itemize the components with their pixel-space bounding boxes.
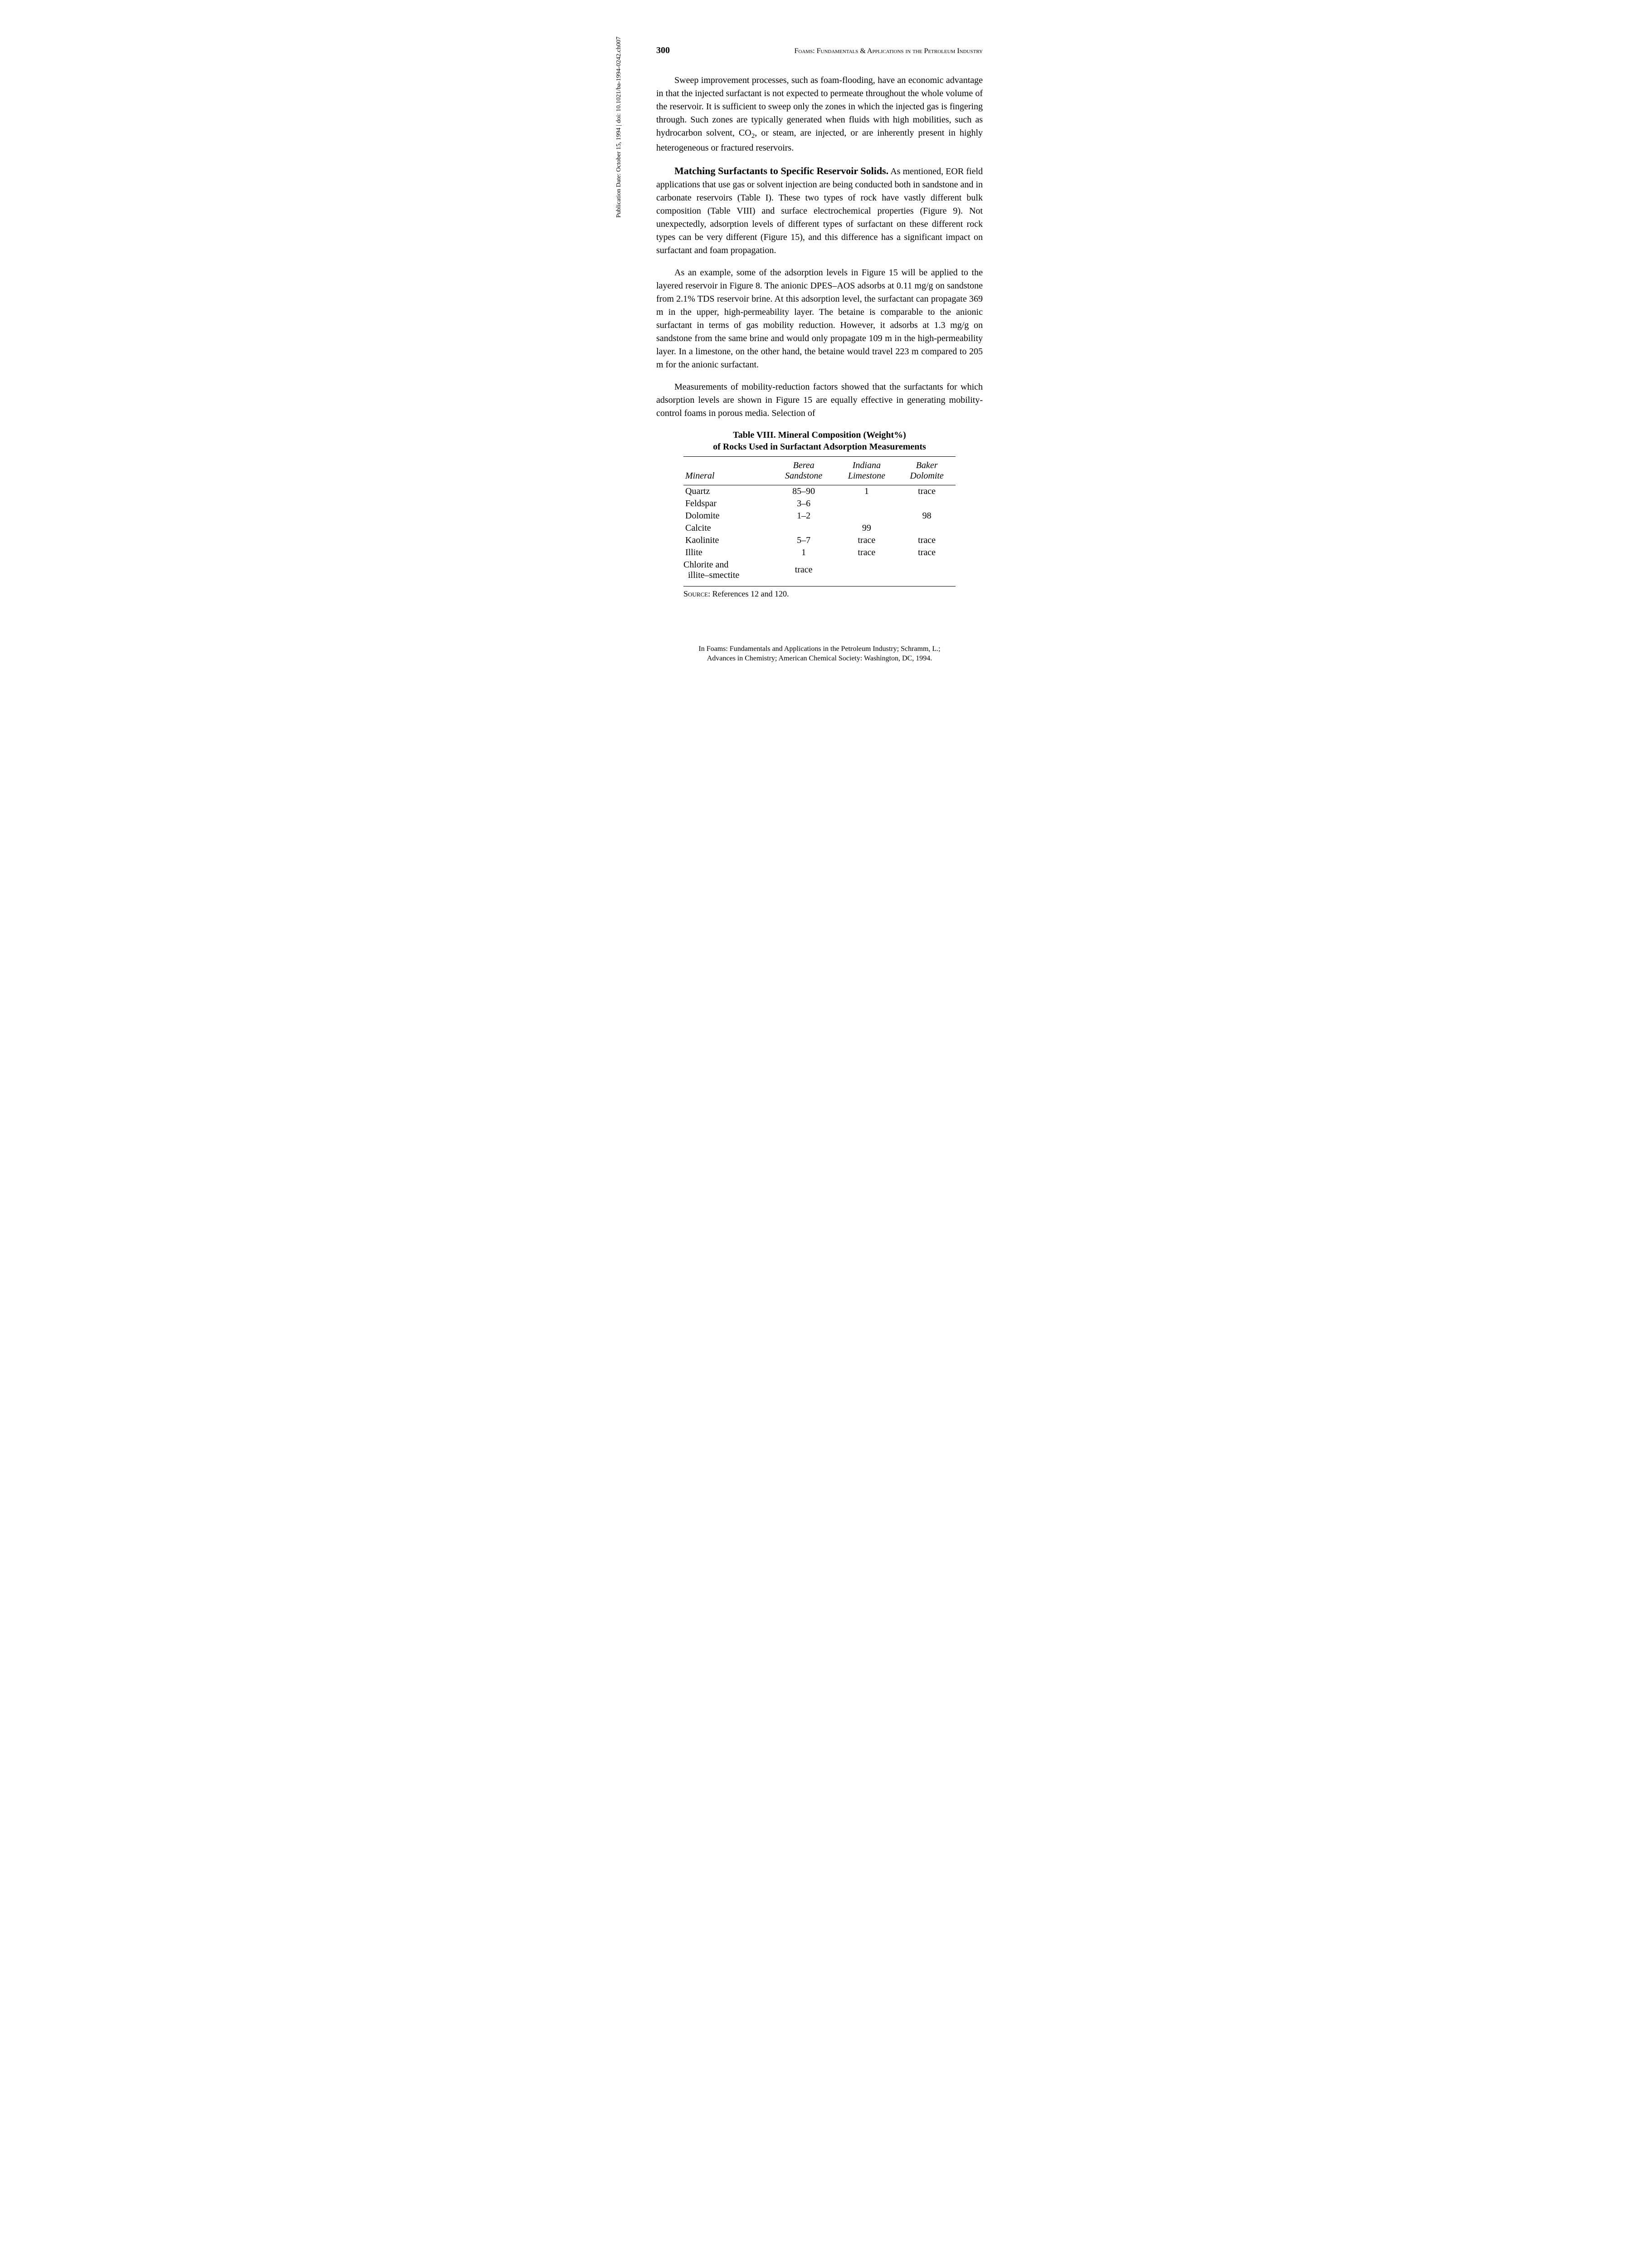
table-source: Source: References 12 and 120.	[683, 589, 956, 599]
table-row: Illite1tracetrace	[683, 547, 956, 559]
paragraph-2-text: As mentioned, EOR field applications tha…	[656, 166, 983, 255]
table-cell: 5–7	[772, 534, 835, 547]
footer-line2: Advances in Chemistry; American Chemical…	[707, 655, 932, 662]
table-cell	[898, 559, 956, 584]
table-cell: 1–2	[772, 510, 835, 522]
col-berea: BereaSandstone	[772, 456, 835, 485]
table-row: Feldspar3–6	[683, 498, 956, 510]
footer-line1: In Foams: Fundamentals and Applications …	[698, 645, 940, 653]
table-cell	[898, 498, 956, 510]
table-caption: Table VIII. Mineral Composition (Weight%…	[656, 429, 983, 453]
table-cell: Feldspar	[683, 498, 772, 510]
table-caption-line1: Table VIII. Mineral Composition (Weight%…	[733, 430, 906, 440]
source-text: References 12 and 120.	[710, 589, 789, 598]
table-row: Calcite 99	[683, 522, 956, 534]
table-cell: 3–6	[772, 498, 835, 510]
paragraph-4: Measurements of mobility-reduction facto…	[656, 381, 983, 420]
table-bottom-rule	[683, 586, 956, 587]
section-heading: Matching Surfactants to Specific Reservo…	[674, 165, 888, 176]
table-cell: trace	[898, 534, 956, 547]
table-cell	[835, 559, 898, 584]
paragraph-1: Sweep improvement processes, such as foa…	[656, 74, 983, 155]
table-row: Chlorite and illite–smectitetrace	[683, 559, 956, 584]
mineral-composition-table: Mineral BereaSandstone IndianaLimestone …	[683, 456, 956, 584]
table-cell	[835, 498, 898, 510]
table-header-row: Mineral BereaSandstone IndianaLimestone …	[683, 456, 956, 485]
page-number: 300	[656, 45, 670, 56]
table-cell: 98	[898, 510, 956, 522]
table-caption-line2: of Rocks Used in Surfactant Adsorption M…	[713, 442, 926, 452]
table-cell: 1	[835, 485, 898, 498]
table-cell: 85–90	[772, 485, 835, 498]
table-cell: Chlorite and illite–smectite	[683, 559, 772, 584]
table-cell: Quartz	[683, 485, 772, 498]
col-mineral: Mineral	[683, 456, 772, 485]
table-cell: trace	[772, 559, 835, 584]
running-head: Foams: Fundamentals & Applications in th…	[795, 47, 983, 55]
page-footer: In Foams: Fundamentals and Applications …	[656, 644, 983, 664]
col-indiana: IndianaLimestone	[835, 456, 898, 485]
table-cell: Illite	[683, 547, 772, 559]
table-cell: Kaolinite	[683, 534, 772, 547]
paragraph-2: Matching Surfactants to Specific Reservo…	[656, 164, 983, 257]
table-cell: trace	[898, 547, 956, 559]
paragraph-3: As an example, some of the adsorption le…	[656, 266, 983, 371]
table-row: Kaolinite5–7tracetrace	[683, 534, 956, 547]
table-cell: 1	[772, 547, 835, 559]
table-cell: trace	[835, 547, 898, 559]
table-cell: Dolomite	[683, 510, 772, 522]
source-label: Source:	[683, 589, 710, 598]
col-baker: BakerDolomite	[898, 456, 956, 485]
table-row: Dolomite1–2 98	[683, 510, 956, 522]
table-cell: Calcite	[683, 522, 772, 534]
publication-sidebar: Publication Date: October 15, 1994 | doi…	[615, 37, 623, 218]
table-cell	[898, 522, 956, 534]
table-cell	[772, 522, 835, 534]
table-row: Quartz85–901trace	[683, 485, 956, 498]
page: Publication Date: October 15, 1994 | doi…	[629, 27, 1010, 682]
page-header: 300 Foams: Fundamentals & Applications i…	[656, 45, 983, 56]
table-cell: trace	[835, 534, 898, 547]
table-cell: 99	[835, 522, 898, 534]
table-cell: trace	[898, 485, 956, 498]
table-wrap: Mineral BereaSandstone IndianaLimestone …	[683, 456, 956, 599]
table-cell	[835, 510, 898, 522]
